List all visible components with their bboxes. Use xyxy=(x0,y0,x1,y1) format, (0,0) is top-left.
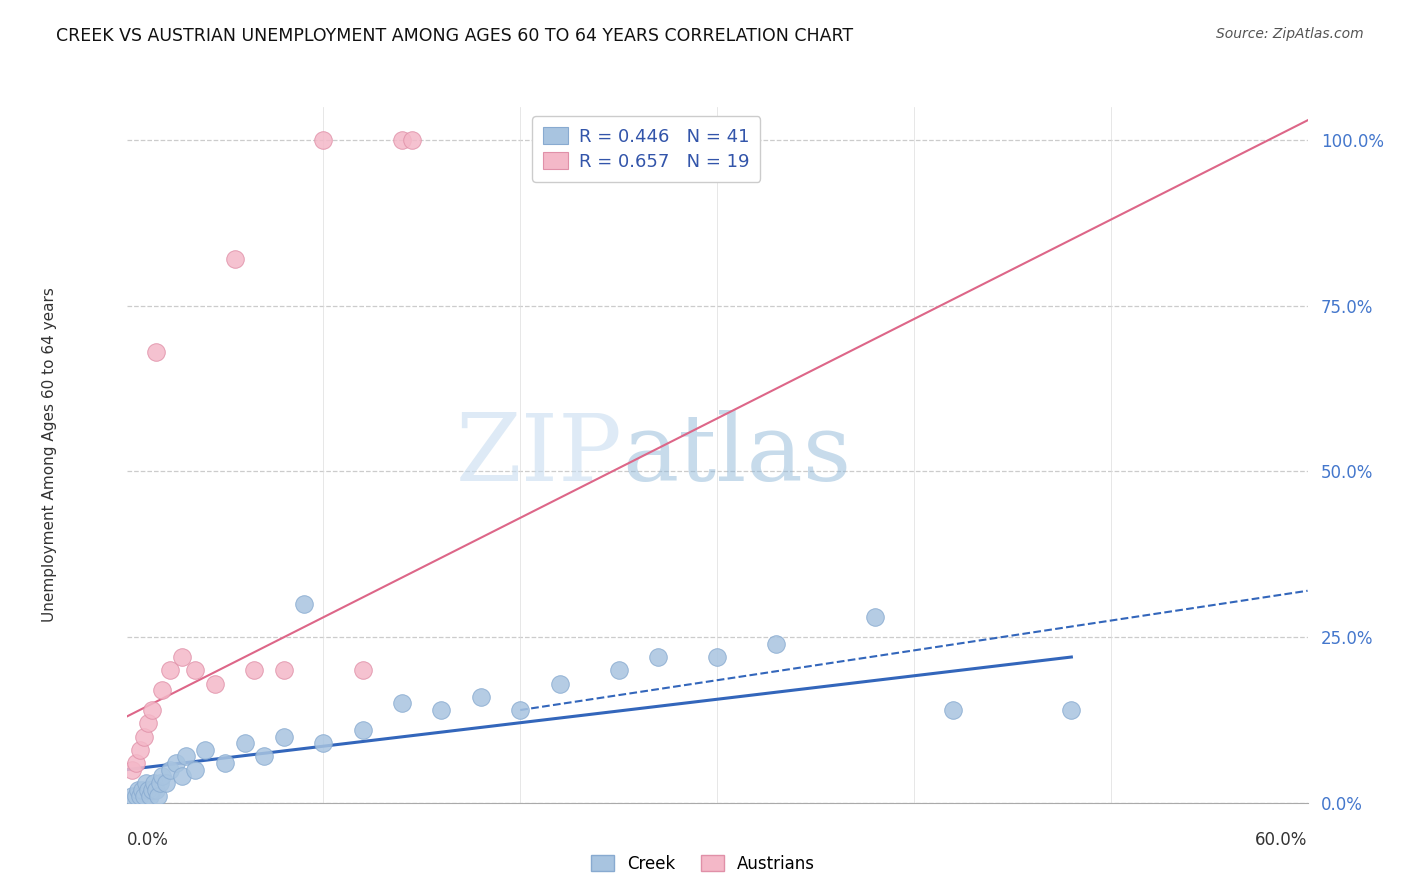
Point xyxy=(136,716,159,731)
Point xyxy=(136,782,159,797)
Point xyxy=(125,789,148,804)
Point xyxy=(352,663,374,677)
Text: Unemployment Among Ages 60 to 64 years: Unemployment Among Ages 60 to 64 years xyxy=(42,287,58,623)
Point xyxy=(391,697,413,711)
Point xyxy=(273,730,295,744)
Point xyxy=(170,769,193,783)
Point xyxy=(224,252,246,267)
Point xyxy=(165,756,187,770)
Point xyxy=(184,663,207,677)
Point xyxy=(184,763,207,777)
Point xyxy=(155,776,177,790)
Point xyxy=(509,703,531,717)
Point xyxy=(135,776,157,790)
Point xyxy=(129,743,152,757)
Point xyxy=(607,663,630,677)
Point xyxy=(312,133,335,147)
Point xyxy=(273,663,295,677)
Text: 0.0%: 0.0% xyxy=(127,830,169,848)
Point xyxy=(134,789,156,804)
Point xyxy=(145,782,167,797)
Text: ZIP: ZIP xyxy=(456,410,623,500)
Point xyxy=(121,763,143,777)
Legend: R = 0.446   N = 41, R = 0.657   N = 19: R = 0.446 N = 41, R = 0.657 N = 19 xyxy=(531,116,761,182)
Point xyxy=(150,683,173,698)
Point xyxy=(253,749,276,764)
Point xyxy=(146,789,169,804)
Point xyxy=(145,345,167,359)
Point xyxy=(401,133,423,147)
Legend: Creek, Austrians: Creek, Austrians xyxy=(583,848,823,880)
Point xyxy=(292,597,315,611)
Point xyxy=(159,663,181,677)
Point xyxy=(1060,703,1083,717)
Point xyxy=(233,736,256,750)
Point xyxy=(765,637,787,651)
Point xyxy=(194,743,217,757)
Point xyxy=(129,789,152,804)
Point xyxy=(125,756,148,770)
Point xyxy=(121,789,143,804)
Point xyxy=(548,676,571,690)
Point xyxy=(170,650,193,665)
Point xyxy=(159,763,181,777)
Point xyxy=(131,782,153,797)
Point xyxy=(470,690,492,704)
Point xyxy=(134,730,156,744)
Point xyxy=(214,756,236,770)
Point xyxy=(942,703,965,717)
Point xyxy=(352,723,374,737)
Point xyxy=(127,782,149,797)
Point xyxy=(141,782,163,797)
Point xyxy=(312,736,335,750)
Point xyxy=(143,776,166,790)
Point xyxy=(141,703,163,717)
Point xyxy=(150,769,173,783)
Point xyxy=(139,789,162,804)
Text: atlas: atlas xyxy=(623,410,852,500)
Point xyxy=(706,650,728,665)
Point xyxy=(243,663,266,677)
Point xyxy=(174,749,197,764)
Text: Source: ZipAtlas.com: Source: ZipAtlas.com xyxy=(1216,27,1364,41)
Point xyxy=(149,776,172,790)
Point xyxy=(391,133,413,147)
Point xyxy=(647,650,669,665)
Point xyxy=(863,610,886,624)
Point xyxy=(204,676,226,690)
Point xyxy=(430,703,453,717)
Text: CREEK VS AUSTRIAN UNEMPLOYMENT AMONG AGES 60 TO 64 YEARS CORRELATION CHART: CREEK VS AUSTRIAN UNEMPLOYMENT AMONG AGE… xyxy=(56,27,853,45)
Text: 60.0%: 60.0% xyxy=(1256,830,1308,848)
